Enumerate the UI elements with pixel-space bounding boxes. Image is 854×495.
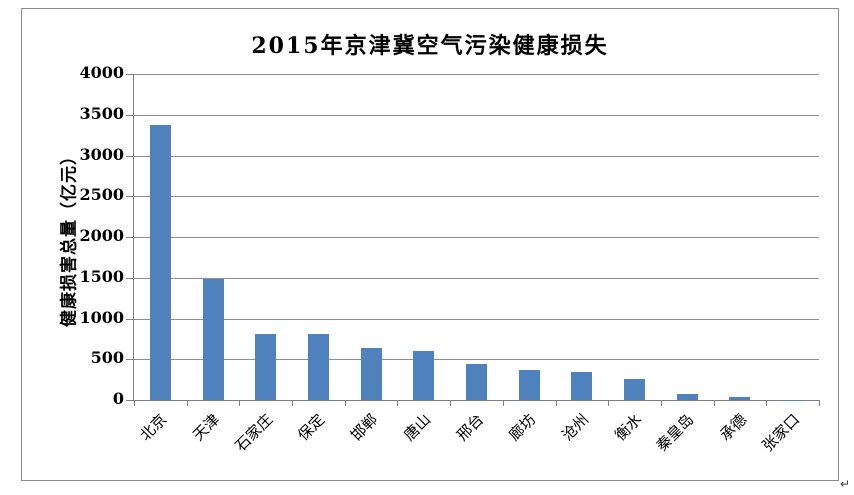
x-axis-tick <box>345 401 346 406</box>
bar-天津 <box>203 278 224 400</box>
bar-保定 <box>308 334 329 400</box>
y-tick-label: 2000 <box>79 226 124 245</box>
y-axis-tick <box>126 74 133 75</box>
y-tick-label: 0 <box>112 389 124 408</box>
bar-衡水 <box>624 379 645 400</box>
embedded-chart[interactable]: 2015年京津冀空气污染健康损失 健康损害总量（亿元） 4000 3500 3000… <box>21 8 839 481</box>
y-axis-line <box>133 74 134 401</box>
gridline <box>134 237 819 238</box>
y-tick-label: 3000 <box>79 145 124 164</box>
x-axis-tick <box>134 401 135 406</box>
y-tick-label: 3500 <box>79 104 124 123</box>
gridline <box>134 278 819 279</box>
chart-title: 2015年京津冀空气污染健康损失 <box>251 33 609 59</box>
x-axis-tick <box>503 401 504 406</box>
bar-廊坊 <box>519 370 540 400</box>
y-tick-label: 1500 <box>79 267 124 286</box>
x-axis-tick <box>608 401 609 406</box>
x-axis-tick <box>397 401 398 406</box>
bar-承德 <box>729 396 750 400</box>
x-axis-tick <box>292 401 293 406</box>
x-axis-tick <box>239 401 240 406</box>
x-axis-tick <box>661 401 662 406</box>
paragraph-return-mark: ↵ <box>840 477 851 491</box>
gridline <box>134 156 819 157</box>
x-axis-tick <box>556 401 557 406</box>
x-axis-line <box>133 400 820 401</box>
y-tick-label: 500 <box>90 348 124 367</box>
x-axis-tick <box>187 401 188 406</box>
y-tick-label: 2500 <box>79 185 124 204</box>
bar-沧州 <box>571 371 592 400</box>
plot-area <box>126 74 820 406</box>
gridline <box>134 196 819 197</box>
y-axis-tick <box>126 156 133 157</box>
bar-石家庄 <box>255 333 276 400</box>
y-axis-tick <box>126 115 133 116</box>
y-tick-label: 4000 <box>79 63 124 82</box>
x-axis-tick <box>450 401 451 406</box>
y-axis-tick <box>126 278 133 279</box>
gridline <box>134 115 819 116</box>
y-axis-tick <box>126 319 133 320</box>
y-tick-label: 1000 <box>79 308 124 327</box>
y-axis-tick <box>126 400 133 401</box>
x-axis-tick <box>766 401 767 406</box>
y-axis-tick <box>126 359 133 360</box>
gridline <box>134 359 819 360</box>
bar-秦皇岛 <box>677 393 698 400</box>
bar-唐山 <box>413 351 434 400</box>
y-axis-tick <box>126 196 133 197</box>
x-axis-tick <box>819 401 820 406</box>
x-axis-tick <box>714 401 715 406</box>
gridline <box>134 319 819 320</box>
bar-北京 <box>150 124 171 400</box>
bar-邢台 <box>466 364 487 400</box>
bar-邯郸 <box>361 348 382 400</box>
y-axis-tick <box>126 237 133 238</box>
gridline <box>134 74 819 75</box>
